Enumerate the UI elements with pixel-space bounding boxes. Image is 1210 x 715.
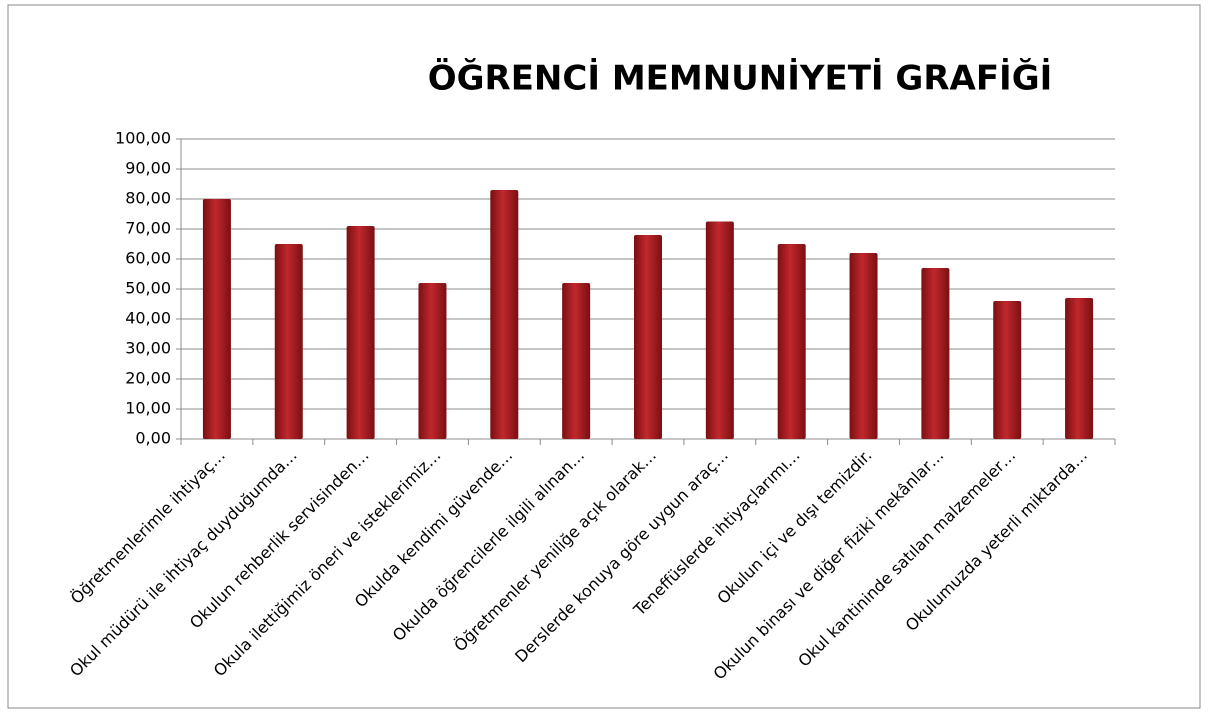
y-tick-label: 40,00 (125, 309, 171, 328)
bar (849, 253, 878, 439)
y-tick-label: 30,00 (125, 339, 171, 358)
y-tick-label: 70,00 (125, 219, 171, 238)
bar (490, 190, 519, 439)
bar (634, 235, 662, 439)
y-tick-label: 10,00 (125, 399, 171, 418)
y-tick-label: 100,00 (115, 129, 171, 148)
bar (705, 221, 734, 439)
y-tick-label: 80,00 (125, 189, 171, 208)
chart-title: ÖĞRENCİ MEMNUNİYETİ GRAFİĞİ (428, 58, 1053, 99)
bar (777, 244, 806, 439)
y-tick-label: 60,00 (125, 249, 171, 268)
bar (1065, 298, 1094, 439)
bar (346, 226, 375, 439)
bar (418, 283, 447, 439)
y-tick-label: 0,00 (135, 429, 171, 448)
bar (921, 268, 950, 439)
bar (274, 244, 303, 439)
bar (993, 301, 1022, 439)
y-tick-label: 50,00 (125, 279, 171, 298)
y-tick-label: 90,00 (125, 159, 171, 178)
bar (562, 283, 591, 439)
bar (202, 199, 231, 439)
y-tick-label: 20,00 (125, 369, 171, 388)
